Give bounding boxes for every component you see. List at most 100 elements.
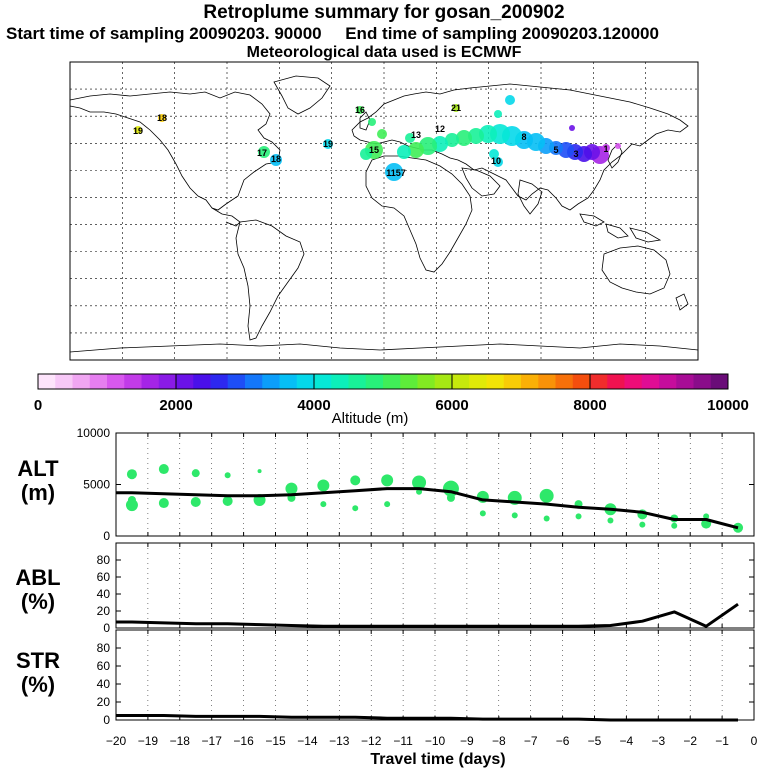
alt-scatter-point [539, 488, 554, 503]
colorbar-tick-label: 2000 [159, 397, 192, 414]
str-panel-unit: (%) [21, 672, 55, 697]
y-tick-label: 60 [97, 570, 111, 584]
colorbar-swatch [314, 374, 332, 389]
y-tick-label: 0 [103, 621, 110, 635]
x-tick-label: −16 [233, 734, 254, 748]
colorbar-tick-labels: 0 2000 4000 6000 8000 10000 [34, 374, 749, 414]
plume-cluster-marker [569, 125, 575, 131]
colorbar-swatch [331, 374, 349, 389]
map-day-label: 10 [491, 156, 501, 166]
str-panel: 0 20 40 60 80 [97, 629, 755, 727]
map-day-label: 17 [257, 148, 267, 158]
colorbar-swatch [107, 374, 125, 389]
colorbar-swatch [210, 374, 229, 389]
alt-scatter-point [224, 472, 231, 479]
plume-cluster-marker [385, 163, 403, 181]
colorbar-swatch [279, 374, 298, 389]
map-day-label: 8 [521, 132, 526, 142]
colorbar-swatch [400, 374, 418, 389]
y-tick-label: 40 [97, 677, 111, 691]
plume-cluster-marker [494, 110, 502, 118]
x-tick-label: −6 [556, 734, 570, 748]
map-day-label: 1 [603, 144, 608, 154]
plume-cluster-marker [452, 104, 460, 112]
x-tick-label: −17 [202, 734, 223, 748]
x-tick-label: −14 [297, 734, 318, 748]
colorbar-swatch [590, 374, 608, 389]
colorbar-swatch [434, 374, 453, 389]
colorbar-swatch [383, 374, 401, 389]
x-tick-label: −19 [138, 734, 159, 748]
colorbar-swatch [659, 374, 677, 389]
map-day-label: 16 [355, 105, 365, 115]
colorbar-swatch [555, 374, 574, 389]
abl-panel-series-line [116, 602, 739, 628]
colorbar-tick-label: 0 [34, 397, 42, 414]
alt-scatter-point [320, 501, 327, 508]
alt-scatter-point [352, 505, 359, 512]
map-day-label: 18 [157, 113, 167, 123]
y-tick-label: 20 [97, 695, 111, 709]
colorbar-swatch [417, 374, 436, 389]
colorbar-swatch [38, 374, 56, 389]
retroplume-clusters [134, 95, 621, 181]
colorbar-swatch [676, 374, 694, 389]
plume-cluster-marker [505, 95, 515, 105]
colorbar-swatch [72, 374, 91, 389]
x-tick-label: −8 [492, 734, 506, 748]
colorbar-swatch [624, 374, 643, 389]
map-day-label: 19 [323, 139, 333, 149]
x-tick-label: −4 [620, 734, 634, 748]
altitude-colorbar [37, 373, 729, 390]
alt-scatter-point [575, 513, 582, 520]
x-tick-label: −1 [715, 734, 729, 748]
sampling-times: Start time of sampling 20090203. 90000 E… [6, 24, 659, 43]
x-tick-label: −5 [588, 734, 602, 748]
plume-cluster-marker [258, 146, 270, 158]
abl-panel-unit: (%) [21, 589, 55, 614]
alt-scatter-point [446, 493, 455, 502]
map-day-label: 13 [411, 130, 421, 140]
map-day-label: 19 [133, 126, 143, 136]
y-tick-label: 5000 [83, 478, 110, 492]
alt-scatter-point [543, 515, 550, 522]
alt-scatter-point [158, 464, 169, 475]
colorbar-swatch [365, 374, 384, 389]
plume-cluster-marker [615, 143, 621, 149]
x-tick-label: 0 [751, 734, 758, 748]
plume-cluster-marker [602, 144, 610, 152]
colorbar-swatch [503, 374, 522, 389]
map-day-label: 5 [553, 145, 558, 155]
y-tick-label: 0 [103, 529, 110, 543]
colorbar-swatch [641, 374, 660, 389]
coastlines [69, 75, 699, 353]
x-tick-label: −7 [524, 734, 538, 748]
colorbar-swatch [348, 374, 367, 389]
colorbar-frame [37, 373, 729, 390]
x-tick-label: −12 [361, 734, 382, 748]
plume-cluster-marker [270, 154, 282, 166]
plume-cluster-marker [158, 114, 166, 122]
x-tick-label: −15 [265, 734, 286, 748]
alt-scatter-point [381, 474, 394, 487]
met-data-note: Meteorological data used is ECMWF [246, 44, 522, 61]
colorbar-swatch [227, 374, 246, 389]
map-day-label: 3 [573, 149, 578, 159]
x-tick-label: −20 [106, 734, 127, 748]
colorbar-tick-label: 8000 [573, 397, 606, 414]
world-map: 19 18 17 18 19 16 15 1157 13 12 10 8 5 3 1 21 [69, 61, 699, 361]
colorbar-swatch [486, 374, 505, 389]
alt-scatter-point [607, 517, 614, 524]
abl-panel-label: ABL [15, 565, 60, 590]
plume-cluster-marker [323, 139, 333, 149]
abl-panel: 0 20 40 60 80 [97, 542, 755, 635]
alt-panel-series-line [116, 487, 739, 530]
colorbar-swatch [89, 374, 108, 389]
colorbar-swatch [124, 374, 142, 389]
x-tick-label: −9 [460, 734, 474, 748]
colorbar-swatch [710, 374, 729, 389]
alt-scatter-point [384, 501, 391, 508]
alt-scatter-point [317, 479, 330, 492]
map-day-label: 12 [435, 124, 445, 134]
